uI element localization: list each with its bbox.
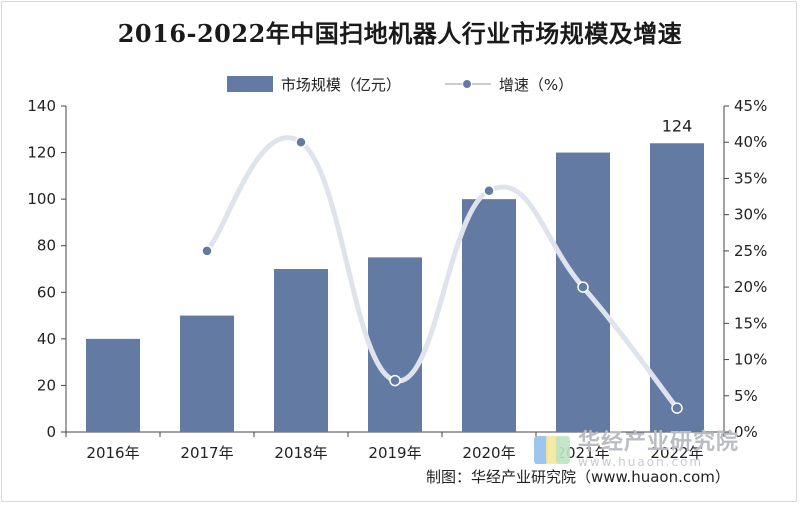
legend-line-swatch <box>444 76 491 92</box>
y-right-tick-label: 30% <box>734 206 767 224</box>
growth-point <box>295 136 307 148</box>
watermark-logo-icon <box>532 435 572 465</box>
y-left-tick-label: 20 <box>37 376 56 394</box>
bar <box>86 338 140 432</box>
y-right-tick-label: 5% <box>734 387 758 405</box>
y-right-tick-label: 45% <box>734 97 767 115</box>
growth-point <box>201 245 213 257</box>
bar <box>180 315 234 432</box>
data-label: 124 <box>662 116 693 135</box>
y-right-tick-label: 15% <box>734 314 767 332</box>
chart-title: 2016-2022年中国扫地机器人行业市场规模及增速 <box>117 19 683 48</box>
y-right-tick-label: 40% <box>734 133 767 151</box>
y-left-tick-label: 0 <box>46 423 56 441</box>
x-tick-label: 2020年 <box>462 444 515 462</box>
legend-line-label: 增速（%） <box>498 75 574 94</box>
y-right-tick-label: 10% <box>734 351 767 369</box>
watermark: 华经产业研究院 www.huaon.com <box>532 432 739 468</box>
bar <box>462 199 516 432</box>
y-left-tick-label: 100 <box>27 190 56 208</box>
y-left-tick-label: 140 <box>27 97 56 115</box>
x-tick-label: 2019年 <box>368 444 421 462</box>
x-tick-label: 2016年 <box>86 444 139 462</box>
legend-bar-label: 市场规模（亿元） <box>280 75 401 94</box>
bar <box>274 269 328 432</box>
x-tick-label: 2022年 <box>650 444 703 462</box>
growth-point <box>671 402 683 414</box>
source-note: 制图：华经产业研究院（www.huaon.com） <box>426 468 730 486</box>
growth-point <box>577 281 589 293</box>
y-left-tick-label: 120 <box>27 144 56 162</box>
watermark-text-cn: 华经产业研究院 <box>578 430 740 455</box>
watermark-text-en: www.huaon.com <box>578 455 704 469</box>
legend-item-bar: 市场规模（亿元） <box>226 74 401 95</box>
y-right-tick-label: 35% <box>734 169 767 187</box>
x-tick-label: 2017年 <box>180 444 233 462</box>
y-left-tick-label: 40 <box>37 330 56 348</box>
y-left-tick-label: 80 <box>37 237 56 255</box>
legend-item-line: 增速（%） <box>444 74 574 95</box>
bar <box>368 257 422 432</box>
growth-point <box>483 185 495 197</box>
y-right-tick-label: 0% <box>734 423 758 441</box>
legend-bar-swatch <box>226 76 273 92</box>
chart-legend: 市场规模（亿元） 增速（%） <box>0 72 800 96</box>
bar <box>650 143 704 432</box>
y-left-tick-label: 60 <box>37 283 56 301</box>
x-tick-label: 2018年 <box>274 444 327 462</box>
growth-point <box>389 374 401 387</box>
y-right-tick-label: 25% <box>734 242 767 260</box>
y-right-tick-label: 20% <box>734 278 767 296</box>
